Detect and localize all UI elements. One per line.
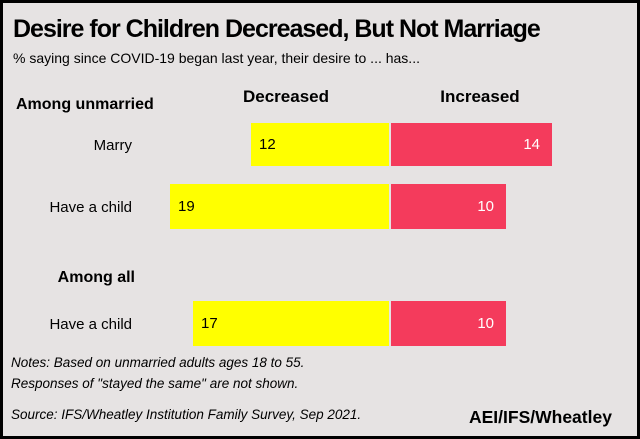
category-label: Marry xyxy=(93,137,132,154)
bar-value-label: 14 xyxy=(523,136,540,153)
bar-increased: 10 xyxy=(391,301,506,346)
bar-value-label: 12 xyxy=(259,136,276,153)
chart-title: Desire for Children Decreased, But Not M… xyxy=(13,15,541,43)
source-text: Source: IFS/Wheatley Institution Family … xyxy=(11,407,362,422)
chart-notes: Notes: Based on unmarried adults ages 18… xyxy=(11,352,304,394)
bar-value-label: 19 xyxy=(178,198,195,215)
column-header-decreased: Decreased xyxy=(242,87,330,106)
bar-decreased: 12 xyxy=(251,123,389,166)
bar-value-label: 10 xyxy=(477,198,494,215)
bar-value-label: 10 xyxy=(477,315,494,332)
group-label: Among all xyxy=(57,269,135,286)
category-label: Have a child xyxy=(49,199,132,216)
category-label: Have a child xyxy=(49,316,132,333)
bar-increased: 10 xyxy=(391,184,506,229)
bar-decreased: 17 xyxy=(193,301,389,346)
bar-value-label: 17 xyxy=(201,315,218,332)
group-label: Among unmarried xyxy=(16,96,154,113)
notes-line-1: Notes: Based on unmarried adults ages 18… xyxy=(11,355,305,370)
column-header-increased: Increased xyxy=(440,87,520,106)
brand-text: AEI/IFS/Wheatley xyxy=(469,407,612,427)
chart-subtitle: % saying since COVID-19 began last year,… xyxy=(13,50,420,66)
notes-line-2: Responses of "stayed the same" are not s… xyxy=(11,376,299,391)
bar-increased: 14 xyxy=(391,123,552,166)
bar-decreased: 19 xyxy=(170,184,389,229)
